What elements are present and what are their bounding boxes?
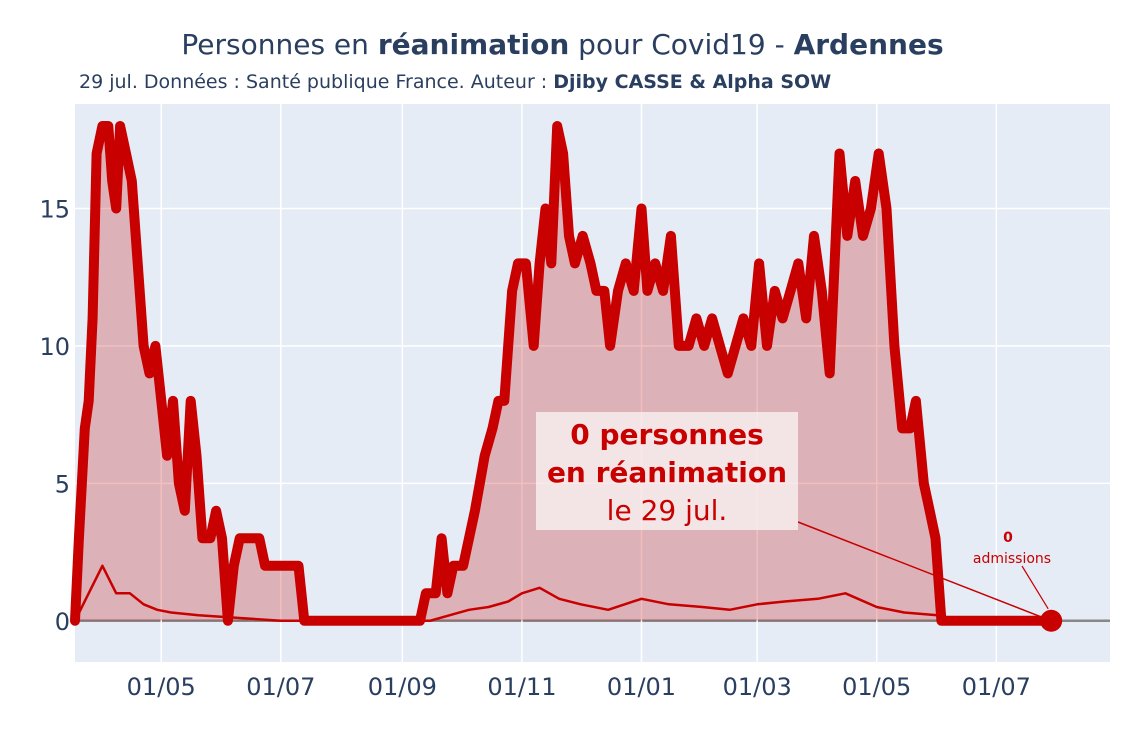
annotation-line-3: le 29 jul. xyxy=(607,494,728,527)
annotation-line-1: 0 personnes xyxy=(570,418,764,451)
x-tick-label: 01/05 xyxy=(842,673,911,701)
y-tick-label: 10 xyxy=(39,333,70,361)
series-layer xyxy=(70,121,1057,626)
x-tick-label: 01/07 xyxy=(962,673,1031,701)
admissions-line xyxy=(73,564,1052,623)
y-tick-label: 15 xyxy=(39,195,70,223)
y-axis: 0 5 10 15 xyxy=(39,195,70,635)
x-axis: 01/05 01/07 01/09 01/11 01/01 01/03 01/05 01/07 xyxy=(127,673,1031,701)
y-tick-label: 5 xyxy=(55,470,70,498)
chart-subtitle: 29 jul. Données : Santé publique France.… xyxy=(79,71,832,93)
annotation-layer: 0 personnes en réanimation le 29 jul. 0 … xyxy=(536,412,1063,632)
chart-title: Personnes en réanimation pour Covid19 - … xyxy=(181,28,944,61)
x-tick-label: 01/11 xyxy=(487,673,556,701)
x-tick-label: 01/01 xyxy=(607,673,676,701)
x-tick-label: 01/05 xyxy=(127,673,196,701)
admissions-arrow xyxy=(1021,565,1049,610)
x-tick-label: 01/09 xyxy=(368,673,437,701)
annotation-line-2: en réanimation xyxy=(547,456,787,489)
callout-line xyxy=(797,521,1052,622)
x-tick-label: 01/07 xyxy=(246,673,315,701)
reanimation-area xyxy=(75,126,1052,621)
x-tick-label: 01/03 xyxy=(723,673,792,701)
admissions-label: admissions xyxy=(973,551,1051,567)
reanimation-line xyxy=(70,121,1057,626)
admissions-value: 0 xyxy=(1003,530,1013,546)
y-tick-label: 0 xyxy=(55,608,70,636)
annotation-box xyxy=(536,412,798,530)
last-value-marker xyxy=(1040,609,1063,632)
